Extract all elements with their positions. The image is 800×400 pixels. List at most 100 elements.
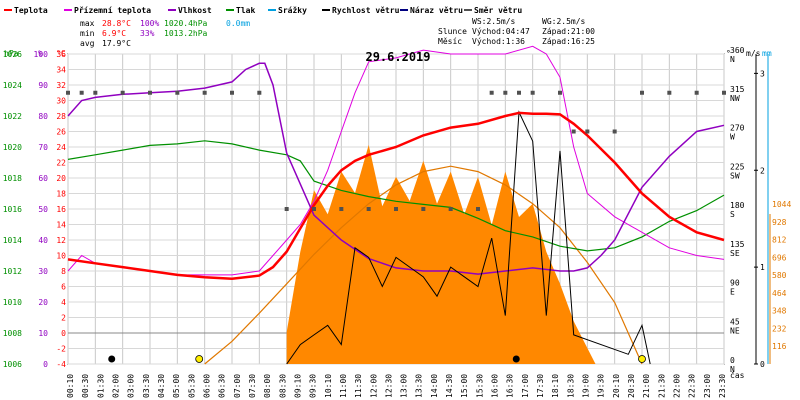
hpa-tick: 1022 xyxy=(3,112,22,121)
x-tick: 00:30 xyxy=(81,374,90,398)
sunrise-icon xyxy=(195,355,204,363)
mm-unit: mm xyxy=(762,49,772,58)
temp-tick: 8 xyxy=(61,267,66,276)
radiation-tick: 812 xyxy=(772,236,787,245)
wind-dir-point xyxy=(66,90,70,95)
dir-label: NW xyxy=(730,94,740,103)
stat-label: min xyxy=(80,29,95,38)
wind-dir-point xyxy=(202,90,207,95)
dir-label: N xyxy=(730,365,735,374)
wind-dir-point xyxy=(394,207,398,211)
wind-dir-point xyxy=(612,129,617,134)
radiation-tick: 116 xyxy=(772,342,787,351)
x-tick: 19:00 xyxy=(582,374,591,398)
ws-value: WS:2.5m/s xyxy=(472,17,516,26)
series-group xyxy=(66,45,726,365)
temp-tick: 14 xyxy=(56,221,66,230)
wind-dir-point xyxy=(339,207,344,211)
wind-sun-info: WS:2.5m/s WG:2.5m/s Slunce Východ:04:47 … xyxy=(438,17,595,46)
dir-label: SE xyxy=(730,249,740,258)
temperature-line xyxy=(67,111,725,281)
x-tick: 05:30 xyxy=(187,374,196,398)
x-tick: 19:30 xyxy=(597,374,606,398)
legend-label: Tlak xyxy=(236,6,255,15)
x-tick: 14:30 xyxy=(445,374,454,398)
temp-tick: 12 xyxy=(56,236,66,245)
x-tick: 22:00 xyxy=(673,374,682,398)
moonrise-value: Východ:1:36 xyxy=(472,37,525,46)
temp-tick: 32 xyxy=(56,81,66,90)
wind-dir-point xyxy=(79,90,84,95)
x-tick: 11:00 xyxy=(339,374,348,398)
hpa-tick: 1006 xyxy=(3,360,22,369)
temp-tick: 24 xyxy=(56,143,66,152)
pct-tick: 90 xyxy=(38,81,48,90)
dir-tick: 315 xyxy=(730,85,745,94)
temp-tick: 16 xyxy=(56,205,66,214)
dir-label: N xyxy=(730,55,735,64)
temp-tick: 36 xyxy=(56,50,66,59)
x-tick: 04:30 xyxy=(157,374,166,398)
dir-label: E xyxy=(730,288,735,297)
x-tick: 07:00 xyxy=(233,374,242,398)
sunset-icon xyxy=(638,355,646,363)
moon-label: Měsíc xyxy=(438,37,462,46)
pct-tick: 30 xyxy=(38,267,48,276)
dir-label: S xyxy=(730,210,735,219)
temp-tick: -4 xyxy=(56,360,66,369)
pct-tick: 20 xyxy=(38,298,48,307)
wind-dir-point xyxy=(640,90,644,95)
x-tick: 09:30 xyxy=(309,374,318,398)
wind-speed-line xyxy=(286,110,651,365)
wind-dir-point xyxy=(175,90,180,95)
x-tick: 23:30 xyxy=(718,374,727,398)
wind-dir-point xyxy=(558,90,562,95)
moonset-value: Západ:16:25 xyxy=(542,37,595,46)
stat-value: 28.8°C xyxy=(102,19,131,28)
x-tick: 12:30 xyxy=(384,374,393,398)
pct-tick: 40 xyxy=(38,236,48,245)
dir-label: W xyxy=(730,133,735,142)
chart-title: 29.6.2019 xyxy=(365,50,430,64)
hpa-tick: 1026 xyxy=(3,50,22,59)
x-tick: 03:00 xyxy=(127,374,136,398)
legend-label: Náraz větru xyxy=(410,5,463,15)
dir-tick: 360 xyxy=(730,46,745,55)
temp-tick: 18 xyxy=(56,190,66,199)
wind-dir-point xyxy=(148,90,152,95)
ms-unit: m/s xyxy=(746,49,761,58)
legend-label: Vlhkost xyxy=(178,6,212,15)
wind-dir-point xyxy=(476,207,480,211)
wind-dir-point xyxy=(667,90,672,95)
x-tick: 20:10 xyxy=(612,374,621,398)
temp-tick: 2 xyxy=(61,314,66,323)
x-tick: 03:30 xyxy=(142,374,151,398)
legend-label: Teplota xyxy=(14,6,48,15)
stat-value: 6.9°C xyxy=(102,29,126,38)
sun-label: Slunce xyxy=(438,27,467,36)
stat-value: 100% xyxy=(140,19,159,28)
dir-tick: 135 xyxy=(730,240,745,249)
x-tick: 16:30 xyxy=(506,374,515,398)
wind-dir-point xyxy=(230,90,234,95)
stats-block: max 28.8°C 100% 1020.4hPa 0.0mm min 6.9°… xyxy=(80,19,250,48)
moonset-icon xyxy=(512,355,520,363)
x-tick: 23:00 xyxy=(703,374,712,398)
radiation-area xyxy=(286,144,596,364)
hpa-tick: 1024 xyxy=(3,81,22,90)
temp-tick: 4 xyxy=(61,298,66,307)
hpa-tick: 1016 xyxy=(3,205,22,214)
wind-dir-point xyxy=(694,90,699,95)
sunset-value: Západ:21:00 xyxy=(542,27,595,36)
wind-dir-point xyxy=(257,90,262,95)
dir-tick: 270 xyxy=(730,124,745,133)
temp-tick: 28 xyxy=(56,112,66,121)
moonrise-icon xyxy=(108,355,116,363)
x-tick: 14:00 xyxy=(430,374,439,398)
x-tick: 01:30 xyxy=(96,374,105,398)
stat-label: avg xyxy=(80,39,95,48)
ms-tick: 2 xyxy=(760,166,765,175)
pct-tick: 50 xyxy=(38,205,48,214)
x-tick: 08:00 xyxy=(263,374,272,398)
